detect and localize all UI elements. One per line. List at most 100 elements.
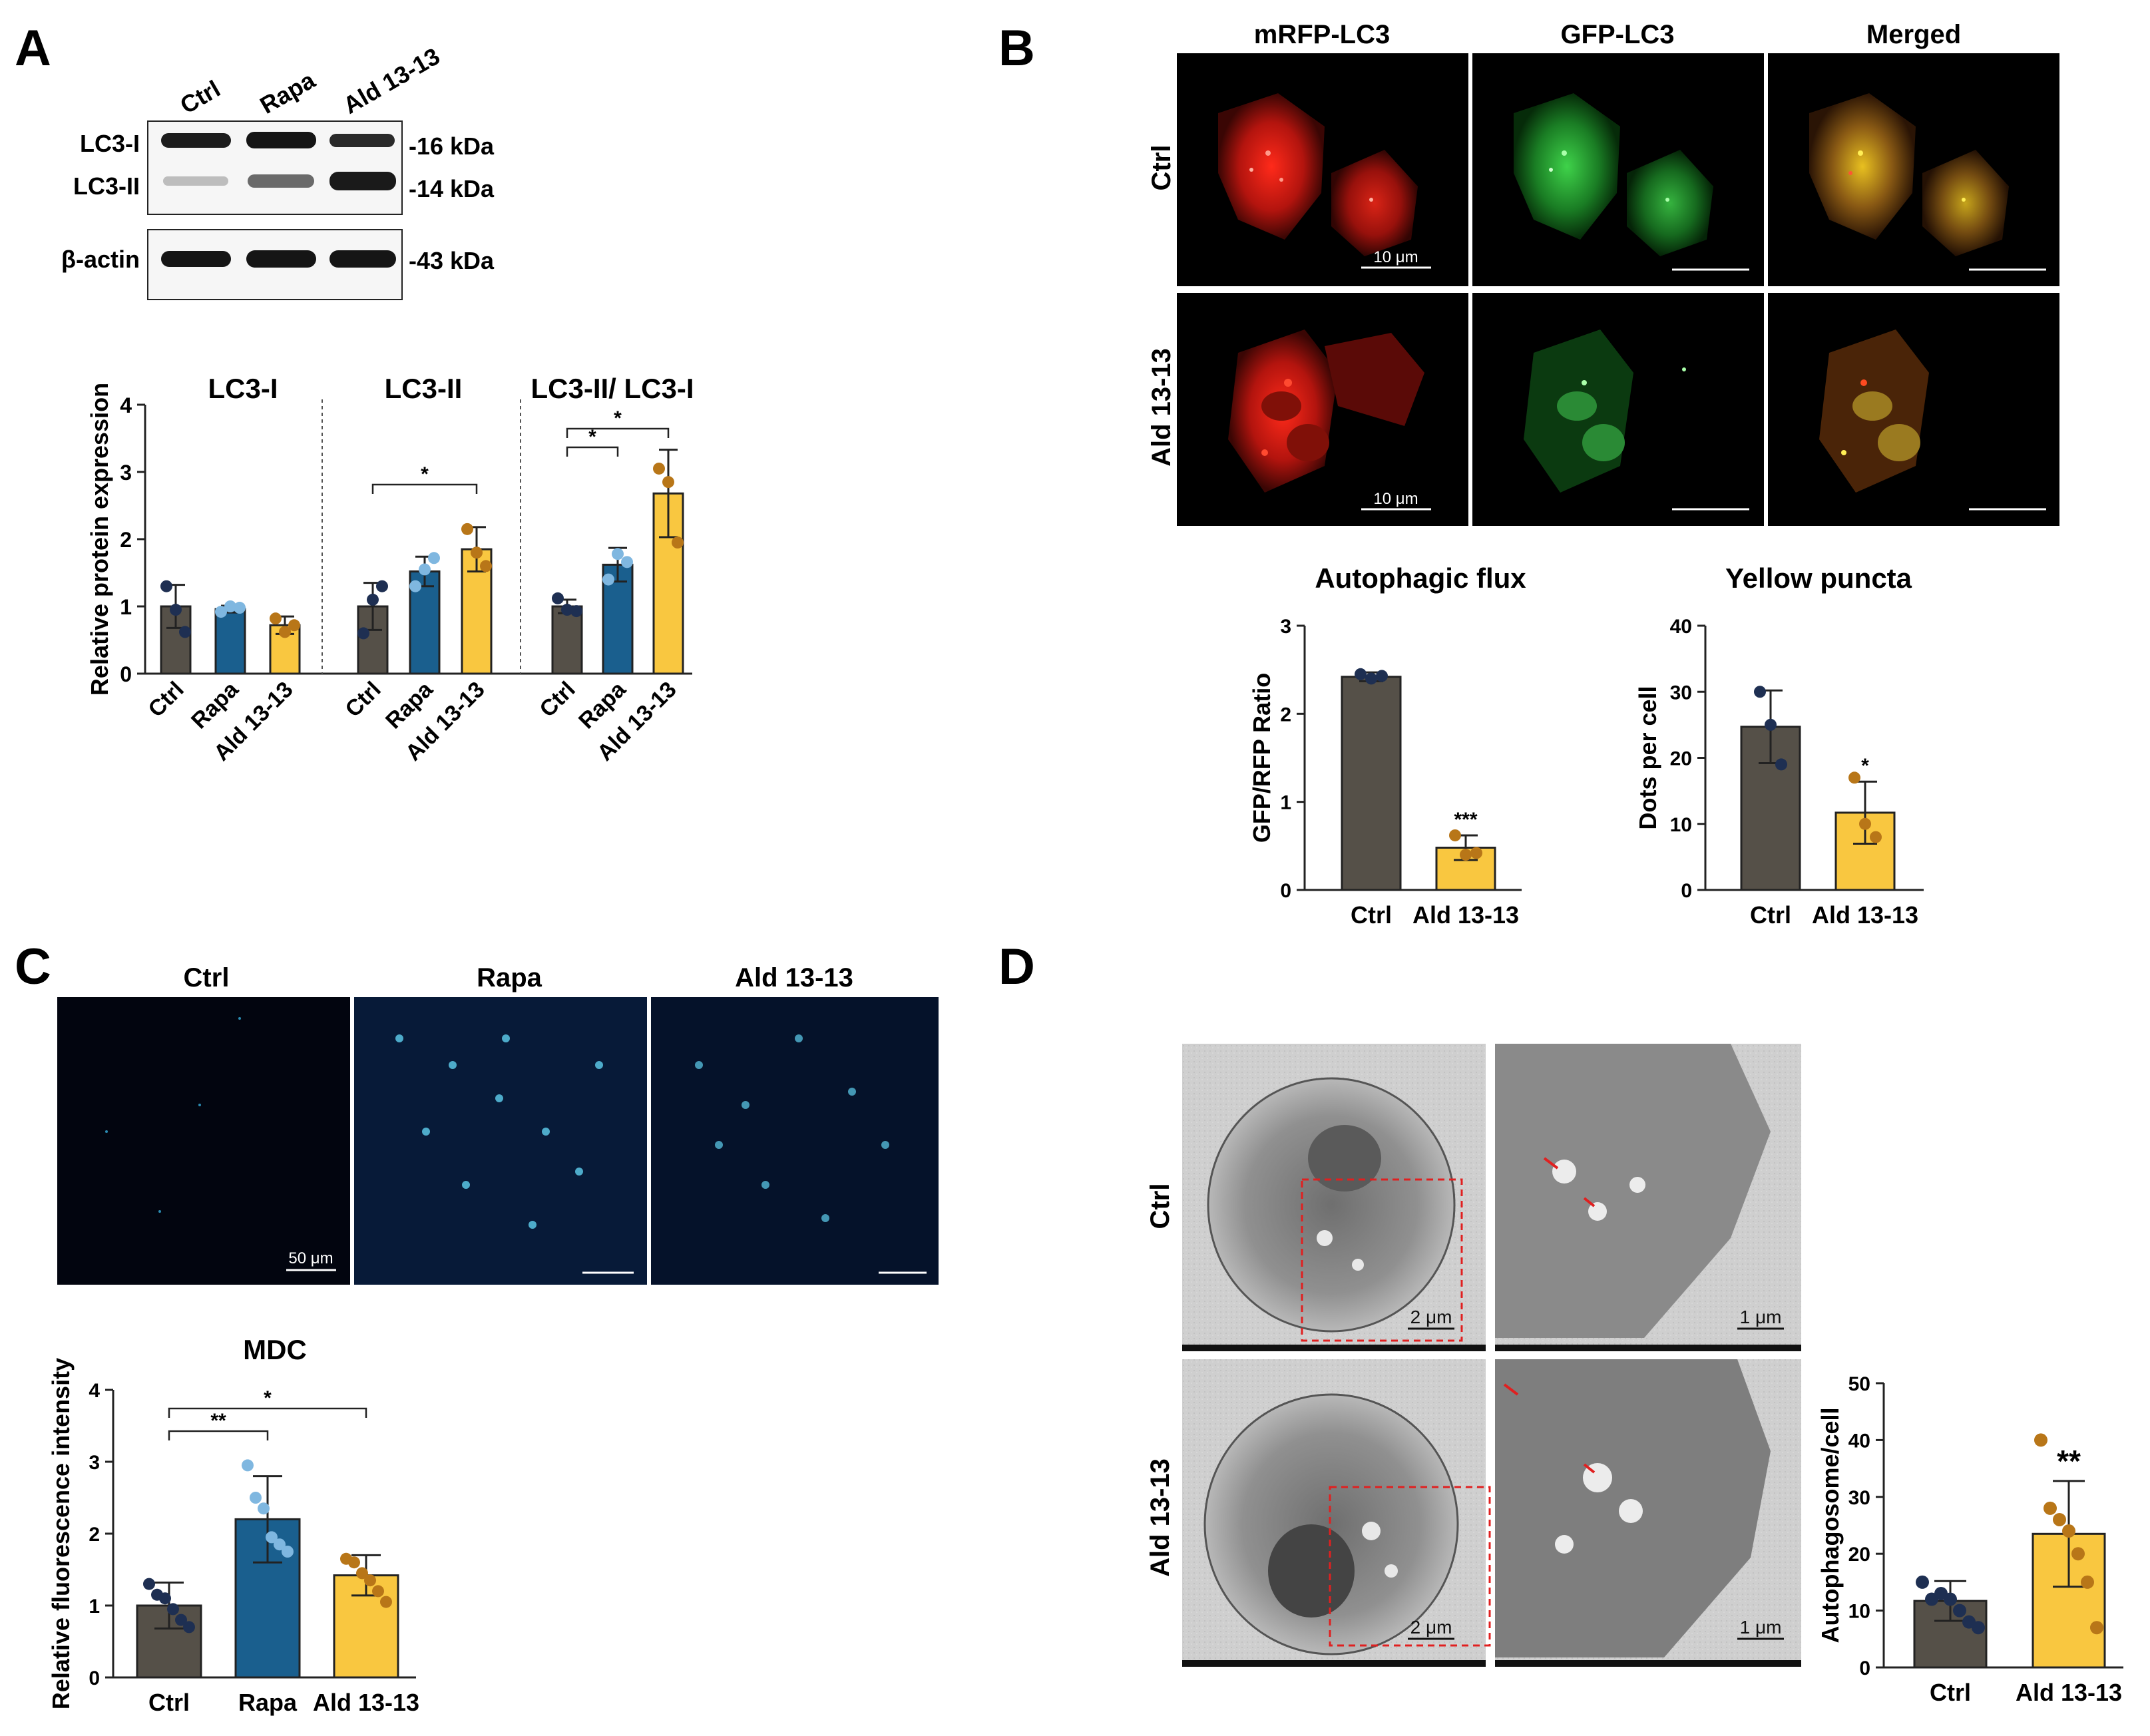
data-point bbox=[1972, 1621, 1985, 1635]
data-point bbox=[602, 573, 614, 586]
y-axis-label: Dots per cell bbox=[1634, 686, 1661, 829]
data-point bbox=[2090, 1621, 2103, 1635]
row-label: Ctrl bbox=[1146, 1184, 1175, 1229]
column-header: Merged bbox=[1866, 20, 1961, 49]
chart-title: Autophagic flux bbox=[1315, 562, 1526, 594]
data-point bbox=[552, 592, 564, 604]
image-gfp-ctrl bbox=[1472, 53, 1764, 286]
data-point bbox=[1859, 817, 1871, 830]
significance-label: * bbox=[421, 463, 429, 485]
data-point bbox=[612, 548, 624, 560]
x-tick-label: Rapa bbox=[238, 1689, 298, 1716]
blot-band bbox=[161, 133, 231, 148]
data-point bbox=[282, 1546, 294, 1558]
panel-letter-d: D bbox=[998, 939, 1035, 995]
y-tick-label: 40 bbox=[1670, 616, 1692, 638]
x-tick-label: Ald 13-13 bbox=[1412, 901, 1519, 929]
data-point bbox=[428, 552, 440, 564]
y-axis-ticks: 0 1 2 3 4 bbox=[120, 393, 145, 686]
column-header: GFP-LC3 bbox=[1560, 20, 1674, 49]
data-point bbox=[159, 1592, 171, 1605]
data-point bbox=[419, 563, 431, 576]
y-tick-label: 2 bbox=[120, 528, 132, 552]
y-tick-label: 0 bbox=[1280, 880, 1291, 902]
bar bbox=[551, 605, 583, 675]
blot-band bbox=[329, 250, 396, 268]
data-point bbox=[179, 626, 191, 638]
column-header: mRFP-LC3 bbox=[1254, 20, 1390, 49]
scalebar-label: 10 μm bbox=[1373, 490, 1418, 508]
blot-band bbox=[248, 174, 314, 188]
data-point bbox=[2053, 1512, 2066, 1526]
data-point bbox=[167, 1603, 179, 1616]
data-point bbox=[274, 1538, 286, 1551]
row-label: Ctrl bbox=[1147, 145, 1176, 191]
significance-bracket bbox=[566, 427, 670, 438]
significance-bracket bbox=[168, 1407, 367, 1418]
data-point bbox=[175, 1614, 187, 1626]
significance-bracket bbox=[371, 483, 478, 494]
chart-title: LC3-II bbox=[385, 373, 463, 404]
significance-bracket bbox=[566, 446, 619, 457]
y-tick-label: 50 bbox=[1848, 1373, 1870, 1395]
significance-label: * bbox=[588, 426, 596, 448]
y-tick-label: 4 bbox=[89, 1380, 100, 1402]
data-point bbox=[143, 1578, 155, 1590]
data-point bbox=[672, 537, 684, 549]
data-point bbox=[356, 1567, 368, 1580]
chart-title: LC3-II/ LC3-I bbox=[531, 373, 694, 404]
x-tick-label: Ctrl bbox=[143, 677, 188, 722]
data-point bbox=[2062, 1524, 2075, 1538]
y-tick-label: 4 bbox=[120, 393, 132, 417]
y-axis-label: Relative protein expression bbox=[86, 383, 113, 696]
blot-row-label: β-actin bbox=[61, 246, 140, 273]
data-point bbox=[1470, 847, 1482, 859]
significance-bracket bbox=[168, 1430, 269, 1440]
data-point bbox=[160, 580, 172, 592]
blot-size-label: -16 kDa bbox=[409, 132, 495, 160]
data-point bbox=[2043, 1501, 2057, 1515]
image-mrfp-ald: 10 μm bbox=[1177, 293, 1468, 526]
row-label: Ald 13-13 bbox=[1146, 1458, 1175, 1577]
column-header: Rapa bbox=[477, 963, 542, 992]
panel-b-images: mRFP-LC3 GFP-LC3 Merged Ctrl Ald 13-13 1… bbox=[1147, 20, 2059, 526]
blot-row-label: LC3-I bbox=[80, 130, 140, 157]
data-point bbox=[348, 1556, 360, 1569]
data-point bbox=[372, 1585, 384, 1598]
y-axis-label: Relative fluorescence intensity bbox=[47, 1358, 75, 1709]
column-header: Ald 13-13 bbox=[735, 963, 853, 992]
data-point bbox=[621, 556, 633, 568]
y-tick-label: 1 bbox=[1280, 792, 1291, 814]
data-point bbox=[215, 606, 227, 618]
y-tick-label: 1 bbox=[120, 595, 132, 619]
row-label: Ald 13-13 bbox=[1147, 348, 1176, 467]
blot-lane-label: Ctrl bbox=[176, 75, 225, 119]
data-point bbox=[471, 546, 483, 559]
y-tick-label: 30 bbox=[1848, 1487, 1870, 1509]
chart-title: LC3-I bbox=[208, 373, 278, 404]
blot-lane-label: Ald 13-13 bbox=[339, 42, 445, 119]
data-point bbox=[270, 612, 282, 625]
image-mrfp-ctrl: 10 μm bbox=[1177, 53, 1468, 286]
x-tick-label: Ald 13-13 bbox=[1812, 901, 1918, 929]
y-tick-label: 3 bbox=[1280, 616, 1291, 638]
data-point bbox=[1848, 771, 1860, 784]
data-point bbox=[183, 1621, 195, 1633]
data-point bbox=[1376, 670, 1388, 682]
data-point bbox=[653, 462, 665, 475]
y-tick-label: 3 bbox=[120, 461, 132, 485]
chart-layer: LC3-I Ctrl Rapa Ald 13-13 LC3-II Ctrl Rapa Ald … bbox=[47, 373, 2122, 1716]
scalebar-label: 2 μm bbox=[1410, 1617, 1452, 1637]
data-point bbox=[570, 605, 582, 618]
blot-row-label: LC3-II bbox=[73, 172, 140, 200]
data-point bbox=[380, 1596, 392, 1608]
data-point bbox=[266, 1531, 278, 1544]
data-point bbox=[1765, 718, 1777, 731]
blot-lane-label: Rapa bbox=[256, 66, 321, 119]
y-tick-label: 0 bbox=[120, 662, 132, 686]
significance-label: ** bbox=[2057, 1444, 2081, 1478]
bar bbox=[214, 608, 246, 675]
image-tem-ald-low: 2 μm bbox=[1182, 1359, 1491, 1667]
data-point bbox=[1449, 829, 1461, 841]
